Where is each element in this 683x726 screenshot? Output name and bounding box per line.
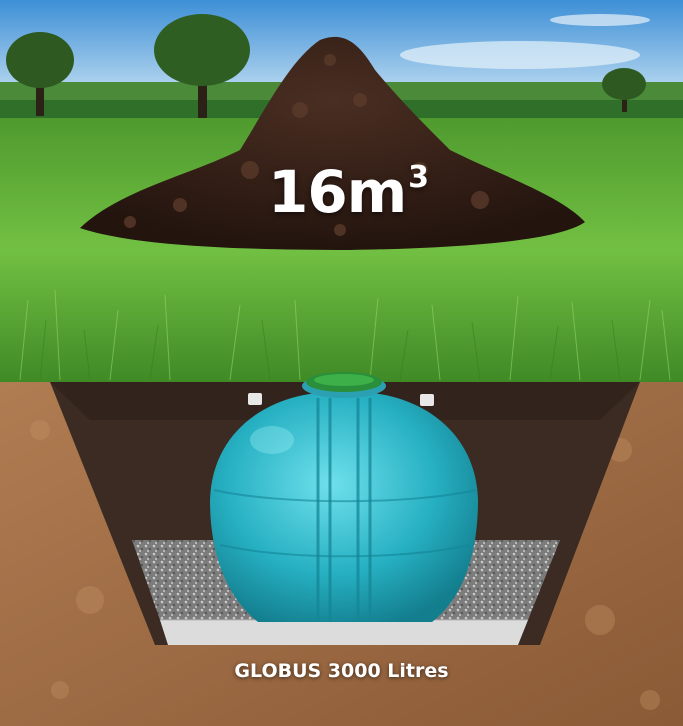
tree-right [602,68,646,112]
tree-left [6,32,74,116]
soil-volume-label: 16m3 [268,158,429,226]
tree-center [154,14,250,120]
soil-pile [80,36,585,250]
globus-tank [210,372,478,622]
product-caption: GLOBUS 3000 Litres [234,660,449,682]
volume-exponent: 3 [408,160,429,195]
concrete-slab [160,620,528,645]
volume-value: 16m [268,158,407,226]
